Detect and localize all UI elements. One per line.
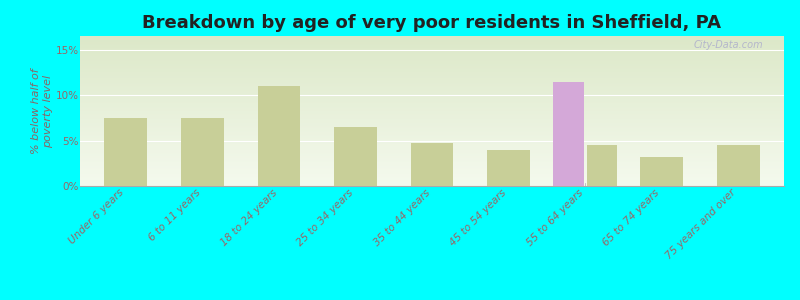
Bar — [487, 150, 530, 186]
Bar — [258, 86, 300, 186]
Y-axis label: % below half of
poverty level: % below half of poverty level — [31, 68, 53, 154]
Bar — [410, 143, 454, 186]
Bar — [105, 118, 147, 186]
Bar — [334, 127, 377, 186]
Bar — [553, 82, 583, 186]
Bar — [181, 118, 224, 186]
Text: City-Data.com: City-Data.com — [694, 40, 763, 50]
Bar — [717, 145, 759, 186]
Title: Breakdown by age of very poor residents in Sheffield, PA: Breakdown by age of very poor residents … — [142, 14, 722, 32]
Bar — [586, 145, 617, 186]
Bar — [640, 157, 683, 186]
